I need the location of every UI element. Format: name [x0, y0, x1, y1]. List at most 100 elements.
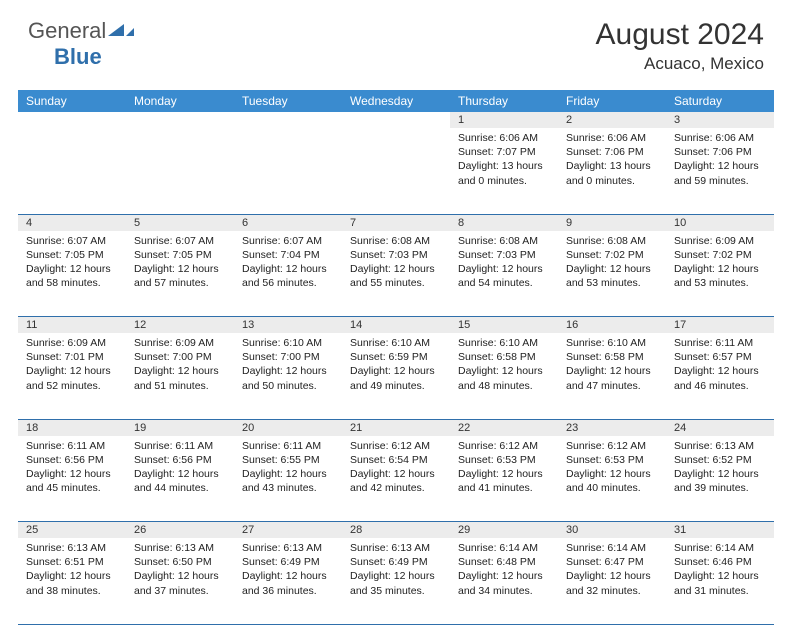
day-number: 19	[134, 422, 146, 434]
daylight-text: Daylight: 12 hours	[26, 364, 118, 378]
sunset-text: Sunset: 7:02 PM	[674, 248, 766, 262]
day-number-cell: 22	[450, 419, 558, 436]
daylight-text: and 59 minutes.	[674, 174, 766, 188]
brand-blue: Blue	[54, 44, 102, 69]
day-cell: Sunrise: 6:13 AMSunset: 6:49 PMDaylight:…	[342, 538, 450, 624]
day-cell	[126, 128, 234, 214]
sunset-text: Sunset: 7:07 PM	[458, 145, 550, 159]
daylight-text: Daylight: 12 hours	[242, 364, 334, 378]
day-number: 8	[458, 217, 464, 229]
daynum-row: 25262728293031	[18, 522, 774, 539]
daylight-text: and 47 minutes.	[566, 379, 658, 393]
day-detail: Sunrise: 6:10 AMSunset: 6:58 PMDaylight:…	[558, 333, 666, 397]
day-number: 30	[566, 524, 578, 536]
day-number: 29	[458, 524, 470, 536]
weekday-header: Friday	[558, 90, 666, 112]
day-number-cell: 12	[126, 317, 234, 334]
day-cell: Sunrise: 6:13 AMSunset: 6:50 PMDaylight:…	[126, 538, 234, 624]
daylight-text: Daylight: 12 hours	[242, 262, 334, 276]
day-number: 4	[26, 217, 32, 229]
daylight-text: Daylight: 12 hours	[566, 364, 658, 378]
daylight-text: and 0 minutes.	[566, 174, 658, 188]
day-cell: Sunrise: 6:10 AMSunset: 6:58 PMDaylight:…	[558, 333, 666, 419]
day-cell: Sunrise: 6:14 AMSunset: 6:48 PMDaylight:…	[450, 538, 558, 624]
daylight-text: and 54 minutes.	[458, 276, 550, 290]
week-row: Sunrise: 6:09 AMSunset: 7:01 PMDaylight:…	[18, 333, 774, 419]
sunrise-text: Sunrise: 6:09 AM	[26, 336, 118, 350]
day-detail: Sunrise: 6:13 AMSunset: 6:49 PMDaylight:…	[234, 538, 342, 602]
day-cell: Sunrise: 6:10 AMSunset: 6:59 PMDaylight:…	[342, 333, 450, 419]
day-number-cell: 19	[126, 419, 234, 436]
day-detail: Sunrise: 6:13 AMSunset: 6:50 PMDaylight:…	[126, 538, 234, 602]
day-number-cell: 17	[666, 317, 774, 334]
sunrise-text: Sunrise: 6:13 AM	[242, 541, 334, 555]
day-number: 2	[566, 114, 572, 126]
day-detail: Sunrise: 6:10 AMSunset: 7:00 PMDaylight:…	[234, 333, 342, 397]
day-detail: Sunrise: 6:07 AMSunset: 7:05 PMDaylight:…	[126, 231, 234, 295]
sunrise-text: Sunrise: 6:13 AM	[134, 541, 226, 555]
day-number-cell	[126, 112, 234, 128]
weekday-header: Wednesday	[342, 90, 450, 112]
weekday-header: Tuesday	[234, 90, 342, 112]
day-detail: Sunrise: 6:06 AMSunset: 7:06 PMDaylight:…	[558, 128, 666, 192]
day-number: 24	[674, 422, 686, 434]
day-number-cell: 13	[234, 317, 342, 334]
day-detail: Sunrise: 6:11 AMSunset: 6:56 PMDaylight:…	[126, 436, 234, 500]
week-row: Sunrise: 6:07 AMSunset: 7:05 PMDaylight:…	[18, 231, 774, 317]
page-header: General August 2024 Acuaco, Mexico	[0, 0, 792, 82]
sunrise-text: Sunrise: 6:08 AM	[566, 234, 658, 248]
daylight-text: and 58 minutes.	[26, 276, 118, 290]
daylight-text: Daylight: 12 hours	[674, 569, 766, 583]
location-label: Acuaco, Mexico	[596, 54, 764, 74]
week-row: Sunrise: 6:13 AMSunset: 6:51 PMDaylight:…	[18, 538, 774, 624]
day-detail: Sunrise: 6:09 AMSunset: 7:02 PMDaylight:…	[666, 231, 774, 295]
day-number-cell: 14	[342, 317, 450, 334]
daylight-text: and 56 minutes.	[242, 276, 334, 290]
daylight-text: Daylight: 12 hours	[26, 467, 118, 481]
sunrise-text: Sunrise: 6:11 AM	[674, 336, 766, 350]
day-cell: Sunrise: 6:07 AMSunset: 7:05 PMDaylight:…	[18, 231, 126, 317]
sunset-text: Sunset: 6:56 PM	[26, 453, 118, 467]
day-number-cell: 23	[558, 419, 666, 436]
sunrise-text: Sunrise: 6:10 AM	[566, 336, 658, 350]
day-number: 26	[134, 524, 146, 536]
day-number: 11	[26, 319, 37, 331]
sunset-text: Sunset: 6:56 PM	[134, 453, 226, 467]
day-detail: Sunrise: 6:06 AMSunset: 7:07 PMDaylight:…	[450, 128, 558, 192]
sunrise-text: Sunrise: 6:13 AM	[26, 541, 118, 555]
sunset-text: Sunset: 7:02 PM	[566, 248, 658, 262]
day-number: 17	[674, 319, 686, 331]
daylight-text: and 50 minutes.	[242, 379, 334, 393]
daylight-text: and 43 minutes.	[242, 481, 334, 495]
day-number-cell: 10	[666, 214, 774, 231]
day-number: 20	[242, 422, 254, 434]
sunset-text: Sunset: 7:06 PM	[566, 145, 658, 159]
week-row: Sunrise: 6:06 AMSunset: 7:07 PMDaylight:…	[18, 128, 774, 214]
daylight-text: and 49 minutes.	[350, 379, 442, 393]
day-detail: Sunrise: 6:06 AMSunset: 7:06 PMDaylight:…	[666, 128, 774, 192]
daylight-text: Daylight: 12 hours	[134, 364, 226, 378]
day-detail: Sunrise: 6:10 AMSunset: 6:58 PMDaylight:…	[450, 333, 558, 397]
sunset-text: Sunset: 7:06 PM	[674, 145, 766, 159]
weekday-header: Thursday	[450, 90, 558, 112]
day-number: 16	[566, 319, 578, 331]
day-cell: Sunrise: 6:09 AMSunset: 7:02 PMDaylight:…	[666, 231, 774, 317]
day-cell	[342, 128, 450, 214]
daylight-text: and 31 minutes.	[674, 584, 766, 598]
daylight-text: Daylight: 12 hours	[134, 262, 226, 276]
day-number-cell: 3	[666, 112, 774, 128]
sunrise-text: Sunrise: 6:10 AM	[242, 336, 334, 350]
day-cell: Sunrise: 6:14 AMSunset: 6:46 PMDaylight:…	[666, 538, 774, 624]
sunset-text: Sunset: 6:59 PM	[350, 350, 442, 364]
sunset-text: Sunset: 6:47 PM	[566, 555, 658, 569]
day-cell: Sunrise: 6:13 AMSunset: 6:49 PMDaylight:…	[234, 538, 342, 624]
daylight-text: Daylight: 12 hours	[458, 467, 550, 481]
daylight-text: and 53 minutes.	[566, 276, 658, 290]
day-number: 15	[458, 319, 470, 331]
brand-blue-wrap: Blue	[54, 44, 102, 70]
daylight-text: Daylight: 12 hours	[458, 569, 550, 583]
daynum-row: 45678910	[18, 214, 774, 231]
day-detail: Sunrise: 6:12 AMSunset: 6:53 PMDaylight:…	[450, 436, 558, 500]
day-number: 22	[458, 422, 470, 434]
weekday-header: Saturday	[666, 90, 774, 112]
